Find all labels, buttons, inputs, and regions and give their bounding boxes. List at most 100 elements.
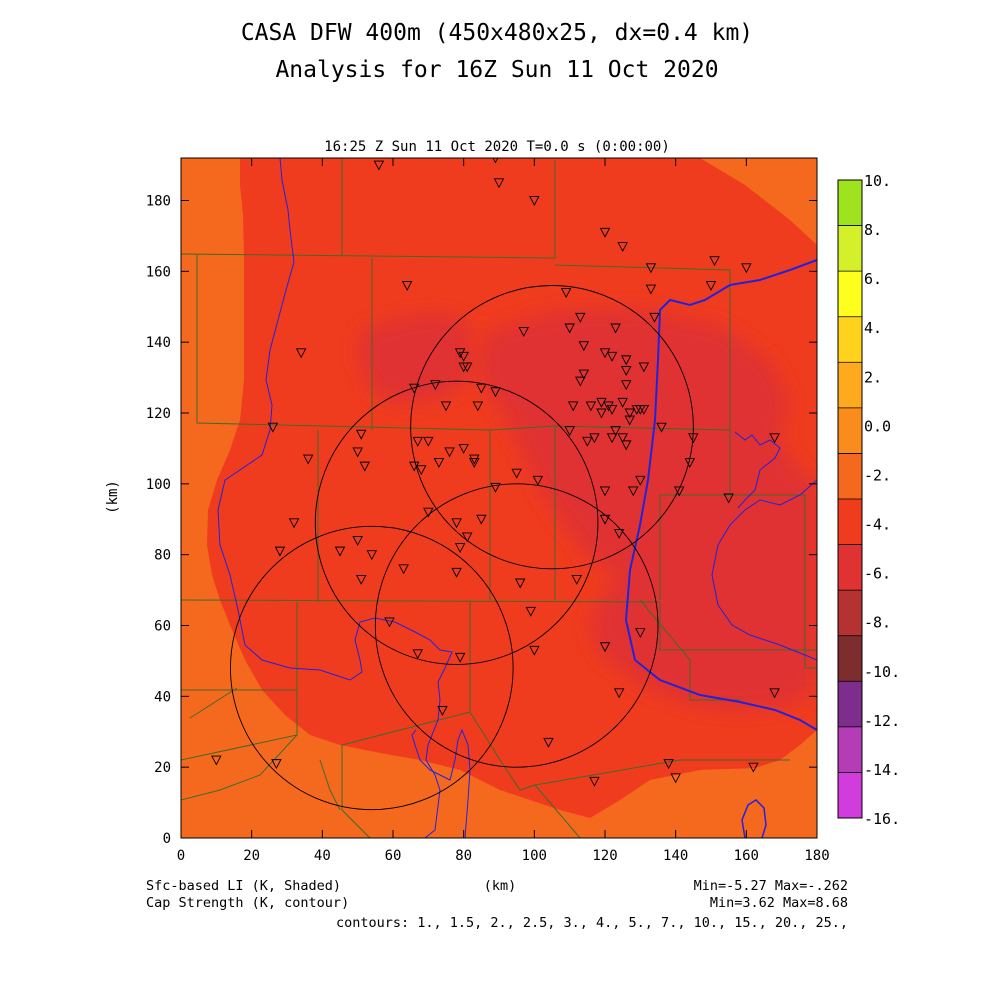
station-marker xyxy=(741,263,752,274)
station-marker xyxy=(461,532,473,543)
station-marker xyxy=(334,546,346,557)
station-marker xyxy=(617,397,628,408)
station-marker xyxy=(649,312,660,323)
y-tick-label: 140 xyxy=(146,335,171,351)
station-markers xyxy=(211,158,780,787)
station-marker xyxy=(596,397,607,408)
station-marker xyxy=(606,405,618,415)
station-marker xyxy=(529,196,540,206)
station-marker xyxy=(271,759,282,770)
y-tick-label: 180 xyxy=(146,194,171,210)
colorbar-swatch xyxy=(838,225,862,272)
station-marker xyxy=(366,550,378,561)
station-marker xyxy=(596,408,607,419)
colorbar-swatch xyxy=(838,407,862,454)
colorbar-swatch xyxy=(838,772,862,819)
station-marker xyxy=(567,401,579,412)
radar-range-circle xyxy=(314,380,599,665)
shaded-field-label: Sfc-based LI (K, Shaded) xyxy=(146,878,341,894)
colorbar-swatch xyxy=(838,362,862,409)
river xyxy=(217,158,453,838)
colorbar-swatch xyxy=(838,316,862,363)
station-marker xyxy=(578,341,590,352)
station-marker xyxy=(373,160,385,171)
station-marker xyxy=(493,178,505,189)
station-marker xyxy=(575,312,586,323)
colorbar-label: -8. xyxy=(864,614,891,632)
station-marker xyxy=(624,408,635,419)
colorbar-swatch xyxy=(838,453,862,500)
station-marker xyxy=(518,327,529,338)
station-marker xyxy=(490,387,501,398)
station-marker xyxy=(617,433,628,444)
station-marker xyxy=(476,383,487,394)
station-marker xyxy=(613,688,625,699)
station-marker xyxy=(476,514,487,525)
station-marker xyxy=(398,564,409,575)
colorbar-swatch xyxy=(838,590,862,637)
station-marker xyxy=(408,461,420,472)
station-marker xyxy=(688,433,699,444)
y-tick-label: 120 xyxy=(146,406,171,422)
station-marker xyxy=(423,436,434,447)
radar-range-circle xyxy=(374,483,659,768)
station-marker xyxy=(401,281,413,291)
station-marker xyxy=(620,355,632,366)
station-marker xyxy=(430,380,441,391)
chart-title: CASA DFW 400m (450x480x25, dx=0.4 km) xyxy=(241,20,753,46)
station-marker xyxy=(631,405,643,415)
station-marker xyxy=(624,415,635,426)
station-marker xyxy=(412,436,423,447)
colorbar-label: -10. xyxy=(864,663,900,681)
colorbar-label: 2. xyxy=(864,368,882,386)
station-marker xyxy=(472,401,484,412)
station-marker xyxy=(355,429,367,440)
station-marker xyxy=(620,380,632,391)
station-marker xyxy=(670,773,681,784)
station-marker xyxy=(454,652,466,663)
station-marker xyxy=(525,606,537,617)
station-marker xyxy=(469,454,480,465)
colorbar-label: -6. xyxy=(864,565,891,583)
colorbar-label: -12. xyxy=(864,712,900,730)
station-marker xyxy=(748,762,759,773)
station-marker xyxy=(514,578,526,589)
station-marker xyxy=(645,284,657,295)
river xyxy=(711,479,817,661)
colorbar-label: 8. xyxy=(864,221,882,239)
station-marker xyxy=(571,575,582,585)
station-marker xyxy=(620,440,632,451)
colorbar-swatch xyxy=(838,271,862,318)
station-marker xyxy=(352,536,363,546)
x-tick-label: 20 xyxy=(243,848,260,864)
station-marker xyxy=(684,458,696,469)
colorbar-label: 4. xyxy=(864,319,882,337)
station-marker xyxy=(511,468,522,479)
contour-levels: contours: 1., 1.5, 2., 2.5, 3., 4., 5., … xyxy=(336,915,848,931)
colorbar-label: -14. xyxy=(864,761,900,779)
station-marker xyxy=(635,475,646,486)
y-tick-label: 40 xyxy=(154,689,171,705)
station-marker xyxy=(408,383,420,394)
radar-range-circles xyxy=(230,285,694,811)
station-marker xyxy=(458,443,469,454)
station-marker xyxy=(663,759,674,770)
station-marker xyxy=(440,401,452,412)
station-marker xyxy=(628,486,639,497)
colorbar-frame xyxy=(837,179,863,819)
station-marker xyxy=(613,528,625,539)
plot-frame xyxy=(180,157,818,839)
station-marker xyxy=(211,755,222,766)
station-marker xyxy=(412,649,423,660)
county-boundary xyxy=(181,158,817,838)
rivers xyxy=(217,158,817,838)
station-marker xyxy=(599,642,611,653)
station-marker xyxy=(454,348,466,359)
x-tick-label: 180 xyxy=(804,848,829,864)
x-tick-label: 80 xyxy=(455,848,472,864)
station-marker xyxy=(543,737,554,748)
x-tick-label: 160 xyxy=(734,848,759,864)
station-marker xyxy=(461,362,473,373)
shaded-minmax: Min=-5.27 Max=-.262 xyxy=(694,878,848,894)
